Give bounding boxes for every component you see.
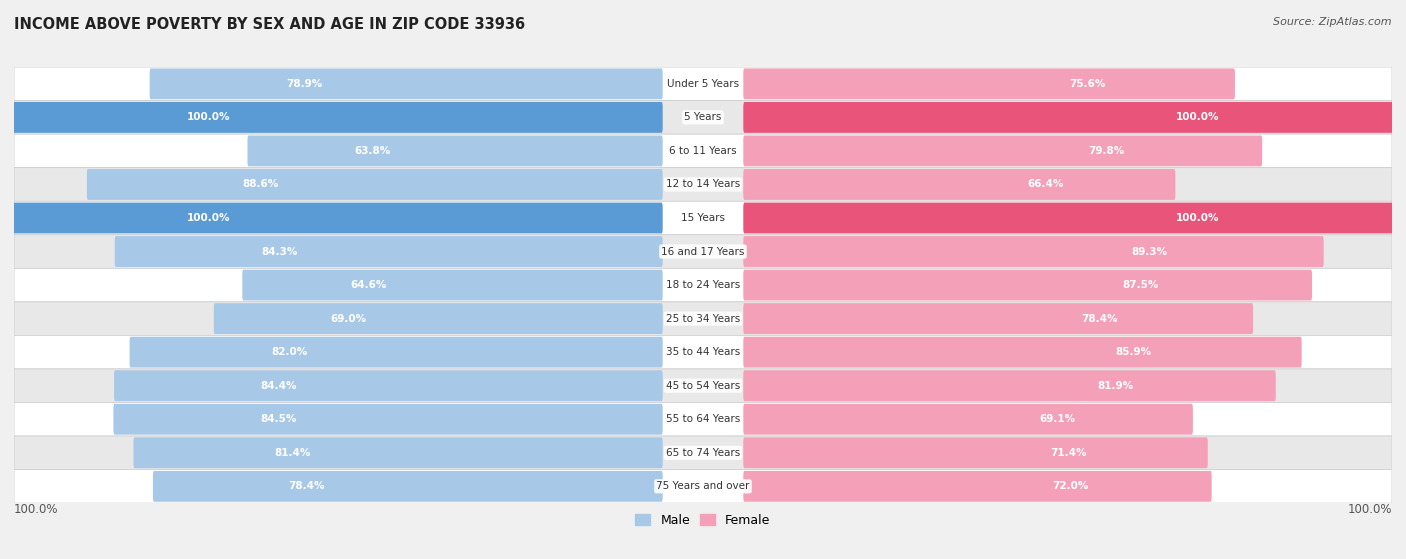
Text: 87.5%: 87.5% <box>1123 280 1159 290</box>
FancyBboxPatch shape <box>744 337 1302 368</box>
Text: 85.9%: 85.9% <box>1116 347 1152 357</box>
FancyBboxPatch shape <box>744 236 1323 267</box>
FancyBboxPatch shape <box>744 202 1393 234</box>
FancyBboxPatch shape <box>744 303 1253 334</box>
Text: 71.4%: 71.4% <box>1050 448 1087 458</box>
Text: 100.0%: 100.0% <box>1175 213 1219 223</box>
Text: 79.8%: 79.8% <box>1088 146 1125 156</box>
FancyBboxPatch shape <box>14 67 1392 101</box>
Text: Under 5 Years: Under 5 Years <box>666 79 740 89</box>
FancyBboxPatch shape <box>744 269 1312 301</box>
FancyBboxPatch shape <box>14 134 1392 168</box>
FancyBboxPatch shape <box>114 404 662 435</box>
FancyBboxPatch shape <box>13 102 662 133</box>
Text: 64.6%: 64.6% <box>350 280 387 290</box>
FancyBboxPatch shape <box>214 303 662 334</box>
Text: 12 to 14 Years: 12 to 14 Years <box>666 179 740 190</box>
Text: 78.9%: 78.9% <box>285 79 322 89</box>
FancyBboxPatch shape <box>744 471 1212 502</box>
FancyBboxPatch shape <box>14 101 1392 134</box>
Text: 69.0%: 69.0% <box>330 314 367 324</box>
FancyBboxPatch shape <box>14 470 1392 503</box>
Text: 69.1%: 69.1% <box>1039 414 1076 424</box>
FancyBboxPatch shape <box>115 236 662 267</box>
Text: 72.0%: 72.0% <box>1053 481 1088 491</box>
FancyBboxPatch shape <box>14 268 1392 302</box>
Text: 78.4%: 78.4% <box>288 481 325 491</box>
Text: 84.4%: 84.4% <box>260 381 297 391</box>
FancyBboxPatch shape <box>14 168 1392 201</box>
FancyBboxPatch shape <box>242 269 662 301</box>
FancyBboxPatch shape <box>14 335 1392 369</box>
Text: 81.4%: 81.4% <box>274 448 311 458</box>
Text: 45 to 54 Years: 45 to 54 Years <box>666 381 740 391</box>
FancyBboxPatch shape <box>129 337 662 368</box>
Text: INCOME ABOVE POVERTY BY SEX AND AGE IN ZIP CODE 33936: INCOME ABOVE POVERTY BY SEX AND AGE IN Z… <box>14 17 526 32</box>
Text: 100.0%: 100.0% <box>187 213 231 223</box>
FancyBboxPatch shape <box>14 436 1392 470</box>
Text: Source: ZipAtlas.com: Source: ZipAtlas.com <box>1274 17 1392 27</box>
Text: 89.3%: 89.3% <box>1130 247 1167 257</box>
FancyBboxPatch shape <box>14 235 1392 268</box>
Text: 84.5%: 84.5% <box>260 414 297 424</box>
FancyBboxPatch shape <box>87 169 662 200</box>
Text: 88.6%: 88.6% <box>242 179 278 190</box>
Text: 100.0%: 100.0% <box>1347 503 1392 516</box>
FancyBboxPatch shape <box>744 135 1263 167</box>
FancyBboxPatch shape <box>744 102 1393 133</box>
FancyBboxPatch shape <box>114 370 662 401</box>
FancyBboxPatch shape <box>14 201 1392 235</box>
Text: 18 to 24 Years: 18 to 24 Years <box>666 280 740 290</box>
Text: 5 Years: 5 Years <box>685 112 721 122</box>
FancyBboxPatch shape <box>13 202 662 234</box>
FancyBboxPatch shape <box>744 370 1275 401</box>
Text: 84.3%: 84.3% <box>262 247 298 257</box>
Text: 35 to 44 Years: 35 to 44 Years <box>666 347 740 357</box>
Text: 78.4%: 78.4% <box>1081 314 1118 324</box>
FancyBboxPatch shape <box>14 369 1392 402</box>
Text: 6 to 11 Years: 6 to 11 Years <box>669 146 737 156</box>
Text: 55 to 64 Years: 55 to 64 Years <box>666 414 740 424</box>
Text: 63.8%: 63.8% <box>354 146 391 156</box>
Text: 75 Years and over: 75 Years and over <box>657 481 749 491</box>
Text: 100.0%: 100.0% <box>1175 112 1219 122</box>
FancyBboxPatch shape <box>134 437 662 468</box>
Text: 82.0%: 82.0% <box>271 347 308 357</box>
FancyBboxPatch shape <box>744 169 1175 200</box>
Text: 75.6%: 75.6% <box>1069 79 1105 89</box>
FancyBboxPatch shape <box>744 437 1208 468</box>
Text: 15 Years: 15 Years <box>681 213 725 223</box>
Legend: Male, Female: Male, Female <box>630 509 776 532</box>
FancyBboxPatch shape <box>153 471 662 502</box>
FancyBboxPatch shape <box>744 68 1234 100</box>
Text: 66.4%: 66.4% <box>1028 179 1063 190</box>
FancyBboxPatch shape <box>14 302 1392 335</box>
Text: 16 and 17 Years: 16 and 17 Years <box>661 247 745 257</box>
Text: 81.9%: 81.9% <box>1098 381 1133 391</box>
Text: 100.0%: 100.0% <box>14 503 59 516</box>
FancyBboxPatch shape <box>149 68 662 100</box>
FancyBboxPatch shape <box>14 402 1392 436</box>
FancyBboxPatch shape <box>247 135 662 167</box>
FancyBboxPatch shape <box>744 404 1192 435</box>
Text: 65 to 74 Years: 65 to 74 Years <box>666 448 740 458</box>
Text: 100.0%: 100.0% <box>187 112 231 122</box>
Text: 25 to 34 Years: 25 to 34 Years <box>666 314 740 324</box>
